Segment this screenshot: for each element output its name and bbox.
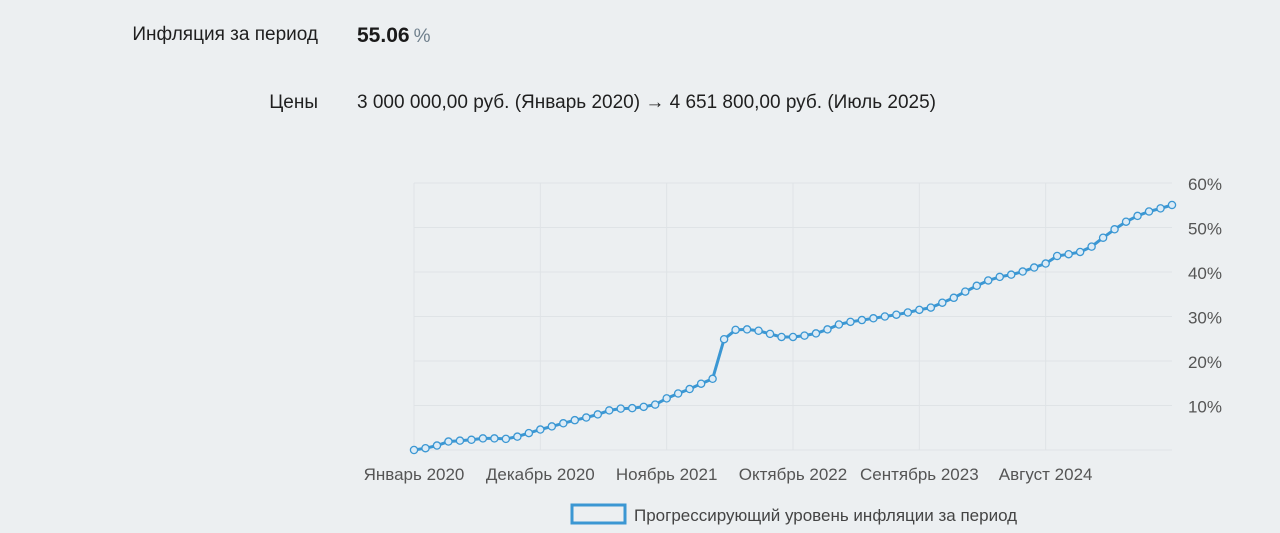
- data-point: [708, 374, 717, 384]
- data-point: [926, 303, 936, 312]
- inflation-value: 55.06: [357, 24, 410, 47]
- inflation-label: Инфляция за период: [132, 24, 318, 45]
- y-tick-label: 60%: [1188, 175, 1222, 194]
- data-point: [696, 379, 706, 388]
- prices-label: Цены: [269, 92, 318, 113]
- data-point: [1098, 233, 1108, 242]
- data-point: [673, 389, 683, 398]
- data-point: [1110, 225, 1119, 234]
- data-point: [1167, 200, 1177, 210]
- inflation-unit: %: [413, 26, 431, 47]
- data-point: [1052, 251, 1062, 261]
- data-point: [490, 434, 499, 443]
- legend-label: Прогрессирующий уровень инфляции за пери…: [634, 506, 1017, 525]
- data-point: [880, 312, 890, 321]
- data-point: [1041, 259, 1050, 268]
- data-point: [983, 276, 993, 285]
- data-point: [834, 320, 844, 329]
- data-point: [421, 443, 430, 453]
- data-point: [1121, 217, 1131, 226]
- data-point: [513, 432, 522, 441]
- legend-swatch: [570, 503, 627, 525]
- data-point: [1064, 249, 1073, 259]
- data-point: [1075, 247, 1085, 257]
- data-point: [915, 305, 924, 315]
- x-tick-label: Январь 2020: [364, 465, 465, 484]
- data-point: [719, 334, 729, 344]
- data-point: [478, 434, 488, 443]
- data-point: [742, 325, 752, 334]
- data-point: [570, 415, 580, 425]
- data-point: [777, 332, 786, 342]
- data-point: [869, 314, 878, 323]
- data-point: [593, 410, 603, 419]
- data-point: [536, 425, 545, 434]
- data-point: [662, 394, 671, 403]
- data-point: [1006, 270, 1016, 279]
- data-point: [811, 329, 821, 338]
- data-point: [604, 406, 614, 415]
- x-tick-label: Август 2024: [999, 465, 1093, 484]
- data-point: [961, 287, 970, 296]
- data-point: [892, 310, 901, 319]
- data-point: [1144, 207, 1154, 216]
- data-point: [949, 293, 959, 303]
- data-point: [1029, 263, 1039, 272]
- data-point: [444, 437, 453, 446]
- data-point: [938, 298, 947, 307]
- y-tick-label: 30%: [1188, 309, 1222, 328]
- data-point: [788, 332, 798, 342]
- data-point: [524, 428, 534, 438]
- x-tick-label: Сентябрь 2023: [860, 465, 979, 484]
- y-tick-label: 50%: [1188, 220, 1222, 239]
- data-point: [846, 317, 855, 327]
- data-point: [409, 445, 419, 455]
- data-point: [903, 308, 913, 317]
- data-point: [639, 402, 648, 412]
- data-point: [455, 436, 465, 445]
- y-tick-label: 10%: [1188, 398, 1222, 417]
- x-tick-label: Октябрь 2022: [739, 465, 847, 484]
- data-point: [731, 325, 740, 335]
- data-point: [800, 331, 809, 340]
- x-tick-label: Декабрь 2020: [486, 465, 595, 484]
- data-point: [1156, 204, 1165, 213]
- data-point: [627, 403, 637, 413]
- data-point: [1087, 242, 1096, 251]
- data-point: [432, 441, 442, 450]
- y-tick-label: 40%: [1188, 264, 1222, 283]
- inflation-value-wrap: 55.06%: [357, 24, 430, 48]
- data-point: [582, 413, 591, 422]
- prices-value: 3 000 000,00 руб. (Январь 2020) → 4 651 …: [357, 92, 937, 113]
- data-point: [685, 384, 694, 394]
- data-point: [765, 329, 775, 339]
- data-point: [995, 272, 1004, 282]
- y-tick-label: 20%: [1188, 353, 1222, 372]
- data-point: [501, 434, 511, 444]
- data-point: [467, 435, 476, 445]
- data-point: [650, 400, 660, 409]
- data-point: [547, 422, 557, 431]
- data-point: [823, 325, 832, 334]
- data-point: [754, 326, 763, 335]
- data-point: [616, 404, 625, 413]
- data-point: [972, 281, 982, 291]
- data-point: [1018, 267, 1027, 276]
- data-point: [857, 315, 867, 325]
- data-point: [559, 419, 568, 428]
- data-point: [1133, 211, 1142, 221]
- x-tick-label: Ноябрь 2021: [616, 465, 718, 484]
